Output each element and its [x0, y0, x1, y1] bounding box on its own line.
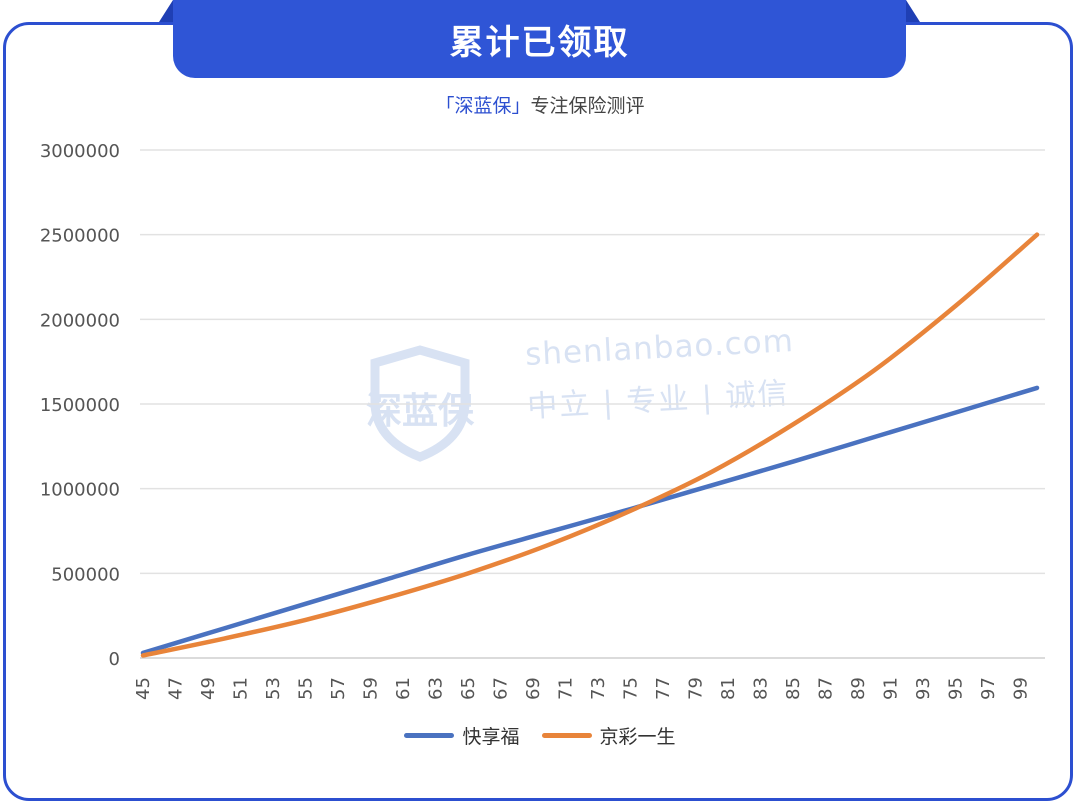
x-tick-label: 59 — [361, 677, 382, 700]
x-tick-label: 91 — [881, 677, 902, 700]
legend-label-series-1: 快享福 — [462, 726, 520, 748]
legend-item-series-1: 快享福 — [404, 722, 520, 749]
x-tick-label: 85 — [783, 677, 804, 700]
y-tick-label: 0 — [109, 649, 120, 670]
x-tick-label: 89 — [848, 677, 869, 700]
y-tick-label: 1500000 — [40, 395, 120, 416]
chart-frame — [3, 22, 1073, 801]
y-tick-label: 3000000 — [40, 141, 120, 162]
y-tick-label: 2500000 — [40, 226, 120, 247]
series-lines — [140, 232, 1040, 658]
x-tick-label: 81 — [718, 677, 739, 700]
x-tick-label: 49 — [198, 677, 219, 700]
x-tick-label: 95 — [946, 677, 967, 700]
x-tick-label: 87 — [816, 677, 837, 700]
y-tick-label: 2000000 — [40, 310, 120, 331]
x-tick-label: 93 — [913, 677, 934, 700]
x-tick-label: 47 — [166, 677, 187, 700]
x-tick-label: 77 — [653, 677, 674, 700]
grid-lines — [140, 149, 1045, 659]
legend-swatch-series-1 — [404, 733, 455, 738]
x-tick-label: 83 — [751, 677, 772, 700]
x-tick-label: 69 — [523, 677, 544, 700]
x-tick-label: 53 — [263, 677, 284, 700]
x-tick-label: 73 — [588, 677, 609, 700]
title-banner: 累计已领取 — [159, 0, 920, 78]
legend-swatch-series-2 — [541, 733, 592, 738]
subtitle-brand: 「深蓝保」 — [435, 95, 531, 117]
subtitle-text: 专注保险测评 — [530, 95, 645, 117]
legend-item-series-2: 京彩一生 — [541, 722, 676, 749]
page-title: 累计已领取 — [449, 22, 630, 63]
subtitle: 「深蓝保」专注保险测评 — [0, 91, 1080, 118]
x-tick-label: 67 — [491, 677, 512, 700]
legend-label-series-2: 京彩一生 — [599, 726, 676, 748]
series-line-2 — [140, 232, 1040, 658]
x-axis-ticks: 45 47 49 51 53 55 57 59 61 63 65 67 69 71 73 75 77 79 81 83… — [133, 677, 1032, 700]
x-tick-label: 63 — [426, 677, 447, 700]
y-axis-ticks: 0 500000 1000000 1500000 2000000 2500000 30000… — [40, 141, 120, 670]
x-tick-label: 79 — [686, 677, 707, 700]
x-tick-label: 71 — [556, 677, 577, 700]
series-line-1 — [140, 385, 1040, 656]
x-tick-label: 57 — [328, 677, 349, 700]
x-tick-label: 99 — [1011, 677, 1032, 700]
x-tick-label: 61 — [393, 677, 414, 700]
x-tick-label: 55 — [296, 677, 317, 700]
y-tick-label: 500000 — [51, 564, 120, 585]
legend: 快享福 京彩一生 — [0, 722, 1080, 749]
y-tick-label: 1000000 — [40, 480, 120, 501]
x-tick-label: 51 — [231, 677, 252, 700]
x-tick-label: 65 — [458, 677, 479, 700]
x-tick-label: 75 — [621, 677, 642, 700]
x-tick-label: 97 — [978, 677, 999, 700]
x-tick-label: 45 — [133, 677, 154, 700]
